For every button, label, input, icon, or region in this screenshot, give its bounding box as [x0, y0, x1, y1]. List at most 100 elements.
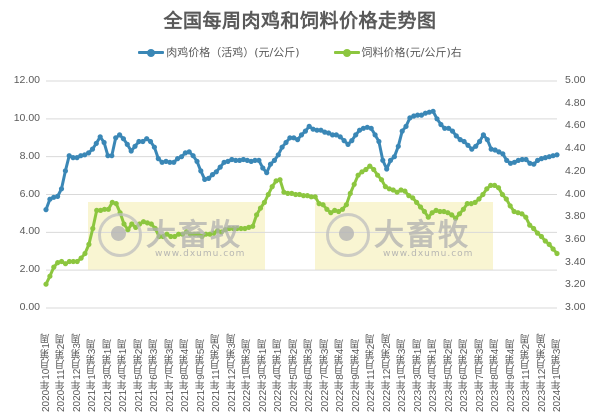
data-point-marker[interactable] [152, 225, 158, 232]
data-point-marker[interactable] [147, 138, 154, 145]
data-point-marker[interactable] [289, 190, 295, 196]
data-point-marker[interactable] [507, 160, 514, 166]
data-point-marker[interactable] [371, 166, 377, 173]
data-point-marker[interactable] [360, 125, 366, 131]
data-point-marker[interactable] [281, 189, 287, 195]
data-point-marker[interactable] [480, 191, 486, 198]
data-point-marker[interactable] [244, 157, 250, 163]
data-point-marker[interactable] [460, 206, 466, 212]
data-point-marker[interactable] [109, 153, 115, 159]
data-point-marker[interactable] [519, 211, 525, 217]
data-point-marker[interactable] [406, 193, 412, 199]
data-point-marker[interactable] [82, 152, 88, 158]
data-point-marker[interactable] [62, 261, 69, 267]
data-point-marker[interactable] [429, 210, 435, 216]
data-point-marker[interactable] [93, 140, 99, 146]
data-point-marker[interactable] [155, 156, 161, 162]
data-point-marker[interactable] [113, 201, 119, 207]
data-point-marker[interactable] [132, 143, 138, 149]
data-point-marker[interactable] [351, 181, 357, 187]
data-point-marker[interactable] [187, 231, 193, 237]
data-point-marker[interactable] [190, 153, 196, 159]
data-point-marker[interactable] [349, 138, 355, 144]
data-point-marker[interactable] [168, 233, 174, 240]
data-point-marker[interactable] [531, 225, 537, 232]
data-point-marker[interactable] [283, 139, 289, 146]
data-point-marker[interactable] [78, 255, 84, 261]
data-point-marker[interactable] [242, 225, 248, 232]
data-point-marker[interactable] [203, 231, 209, 237]
data-point-marker[interactable] [140, 138, 146, 145]
data-point-marker[interactable] [504, 157, 510, 163]
data-point-marker[interactable] [461, 138, 467, 145]
data-point-marker[interactable] [477, 138, 483, 145]
data-point-marker[interactable] [476, 196, 482, 202]
data-point-marker[interactable] [329, 132, 336, 138]
data-point-marker[interactable] [488, 146, 494, 152]
data-point-marker[interactable] [469, 146, 475, 152]
data-point-marker[interactable] [442, 125, 448, 131]
data-point-marker[interactable] [70, 258, 76, 265]
data-point-marker[interactable] [542, 155, 549, 161]
data-point-marker[interactable] [167, 159, 173, 165]
data-point-marker[interactable] [367, 163, 373, 169]
data-point-marker[interactable] [306, 123, 312, 129]
data-point-marker[interactable] [128, 148, 134, 154]
data-point-marker[interactable] [324, 206, 330, 212]
data-point-marker[interactable] [273, 178, 279, 184]
data-point-marker[interactable] [230, 225, 236, 232]
data-point-marker[interactable] [260, 165, 266, 171]
data-point-marker[interactable] [499, 191, 505, 198]
data-point-marker[interactable] [55, 260, 61, 266]
data-point-marker[interactable] [105, 153, 111, 159]
data-point-marker[interactable] [304, 193, 310, 199]
data-point-marker[interactable] [269, 184, 275, 190]
data-point-marker[interactable] [554, 250, 560, 257]
data-point-marker[interactable] [495, 185, 502, 191]
data-point-marker[interactable] [355, 172, 361, 178]
data-point-marker[interactable] [500, 151, 506, 157]
data-point-marker[interactable] [403, 123, 409, 129]
data-point-marker[interactable] [523, 214, 529, 220]
data-point-marker[interactable] [265, 191, 271, 198]
data-point-marker[interactable] [326, 130, 332, 136]
data-point-marker[interactable] [534, 230, 541, 236]
data-point-marker[interactable] [353, 132, 359, 138]
data-point-marker[interactable] [434, 116, 440, 122]
data-point-marker[interactable] [507, 203, 513, 209]
data-point-marker[interactable] [160, 233, 166, 240]
data-point-marker[interactable] [198, 168, 204, 174]
data-point-marker[interactable] [492, 182, 498, 188]
data-point-marker[interactable] [250, 223, 256, 229]
data-point-marker[interactable] [515, 210, 521, 216]
data-point-marker[interactable] [43, 281, 49, 287]
data-point-marker[interactable] [86, 241, 92, 247]
data-point-marker[interactable] [511, 208, 517, 215]
data-point-marker[interactable] [151, 144, 157, 150]
data-point-marker[interactable] [519, 156, 525, 163]
data-point-marker[interactable] [207, 231, 213, 237]
data-point-marker[interactable] [554, 152, 560, 158]
data-point-marker[interactable] [172, 233, 178, 240]
data-point-marker[interactable] [302, 128, 308, 134]
data-point-marker[interactable] [312, 194, 318, 200]
data-point-marker[interactable] [333, 132, 339, 138]
data-point-marker[interactable] [433, 207, 439, 213]
data-point-marker[interactable] [337, 134, 343, 140]
legend-item-broiler[interactable]: 肉鸡价格（活鸡）(元/公斤) [138, 44, 300, 60]
data-point-marker[interactable] [211, 230, 217, 236]
data-point-marker[interactable] [300, 193, 307, 199]
data-point-marker[interactable] [86, 150, 92, 156]
data-point-marker[interactable] [62, 168, 68, 174]
data-point-marker[interactable] [368, 125, 374, 131]
data-point-marker[interactable] [257, 205, 264, 211]
legend-item-feed[interactable]: 饲料价格(元/公斤)右 [333, 44, 462, 60]
data-point-marker[interactable] [140, 219, 147, 225]
data-point-marker[interactable] [531, 161, 537, 167]
data-point-marker[interactable] [550, 153, 556, 159]
data-point-marker[interactable] [320, 202, 326, 208]
data-point-marker[interactable] [464, 201, 470, 207]
data-point-marker[interactable] [418, 112, 425, 118]
data-point-marker[interactable] [375, 172, 381, 178]
data-point-marker[interactable] [339, 206, 346, 212]
